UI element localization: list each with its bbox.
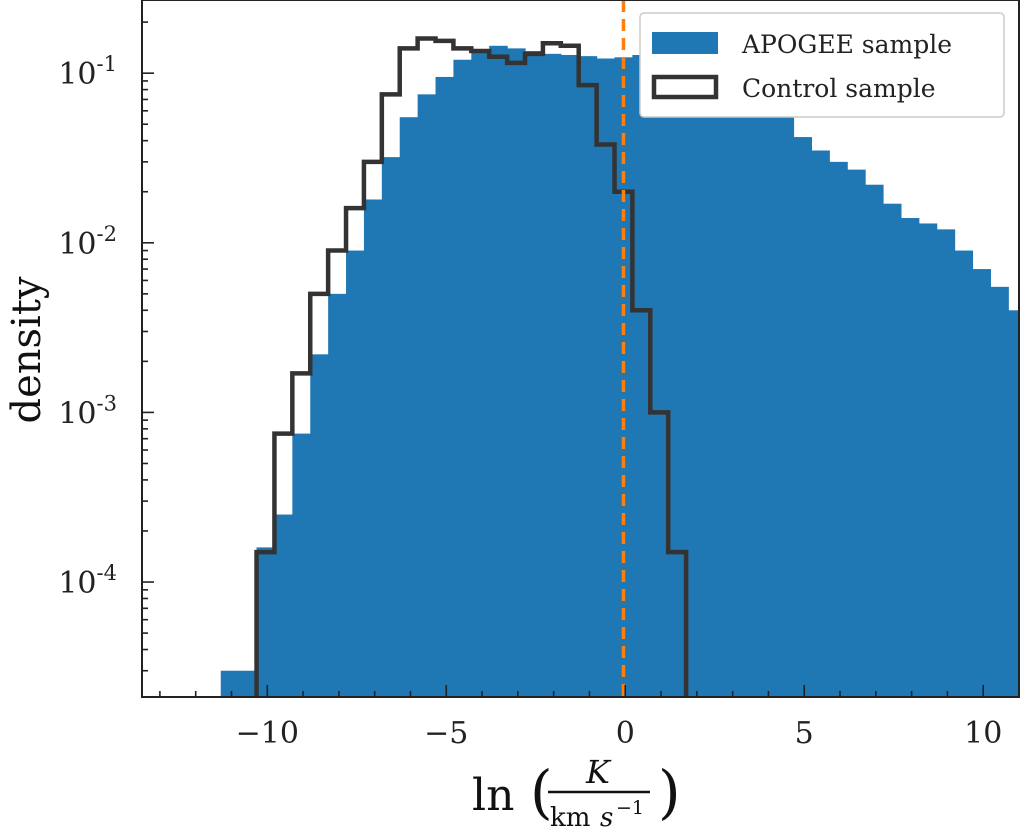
x-tick-label: 0: [616, 716, 635, 751]
apogee-bar: [310, 354, 329, 697]
x-axis-label-right-paren: ): [658, 758, 681, 826]
y-tick-label: 10-3: [58, 391, 117, 431]
apogee-bar: [811, 150, 830, 697]
apogee-bar: [489, 45, 508, 697]
apogee-bar: [882, 203, 902, 697]
apogee-bar: [399, 117, 419, 697]
y-axis-ticks: 10-4 10-3 10-2 10-1: [58, 21, 154, 672]
apogee-bar: [328, 293, 347, 697]
legend-box: [639, 12, 1005, 118]
apogee-bar: [918, 223, 938, 697]
apogee-bar: [220, 670, 240, 697]
apogee-bar: [900, 218, 920, 697]
apogee-bar: [721, 62, 741, 697]
legend-swatch-control: [651, 74, 719, 100]
apogee-bar: [346, 250, 365, 697]
apogee-bar: [596, 58, 616, 697]
apogee-bar: [471, 51, 490, 697]
apogee-bar: [775, 117, 795, 697]
apogee-bar: [238, 670, 258, 697]
x-tick-label: −10: [236, 716, 299, 751]
x-axis-ticks: −10 −5 0 5 10: [159, 685, 1020, 751]
y-tick-label: 10-1: [58, 52, 117, 92]
x-tick-label: 5: [795, 716, 814, 751]
apogee-bars: [220, 45, 1019, 697]
apogee-bar: [686, 51, 705, 697]
apogee-bar: [865, 184, 884, 697]
legend-label-apogee: APOGEE sample: [741, 30, 952, 59]
apogee-bar: [578, 56, 598, 697]
apogee-bar: [256, 547, 276, 697]
y-tick-label: 10-4: [58, 561, 117, 601]
apogee-bar: [793, 137, 812, 697]
apogee-bar: [847, 169, 866, 697]
apogee-bar: [757, 97, 777, 697]
plot-frame: [141, 0, 1020, 698]
apogee-bar: [739, 80, 759, 697]
apogee-bar: [292, 433, 311, 697]
x-axis-label-unit-km: km: [550, 803, 590, 833]
apogee-bar: [972, 269, 991, 697]
x-tick-label: −5: [424, 716, 468, 751]
x-axis-label: ln ( K km s −1 ): [472, 753, 681, 833]
apogee-bar: [542, 53, 562, 697]
apogee-bar: [274, 514, 293, 697]
x-axis-label-numerator: K: [585, 753, 612, 791]
apogee-bar: [507, 48, 526, 697]
apogee-bar: [829, 161, 848, 697]
apogee-bar: [704, 53, 723, 697]
y-axis-label: density: [4, 276, 50, 423]
x-axis-label-unit-s: s: [600, 803, 613, 833]
apogee-bar: [1008, 310, 1019, 697]
x-axis-label-unit-exp: −1: [616, 797, 644, 819]
x-axis-label-left-paren: (: [530, 758, 553, 826]
apogee-bar: [381, 157, 401, 697]
legend: APOGEE sample Control sample: [639, 12, 1005, 118]
control-sample-outline: [254, 36, 689, 697]
apogee-bar: [990, 286, 1009, 697]
x-tick-label: 10: [964, 716, 1002, 751]
apogee-bar: [435, 76, 455, 697]
apogee-bar: [560, 54, 580, 697]
x-axis-label-ln: ln: [472, 770, 514, 821]
apogee-bar: [668, 54, 687, 697]
apogee-bar: [453, 59, 472, 697]
apogee-bar: [525, 51, 544, 697]
apogee-bar: [650, 53, 669, 697]
apogee-bar: [417, 94, 437, 697]
apogee-bar: [614, 57, 634, 697]
y-tick-label: 10-2: [58, 222, 117, 262]
legend-label-control: Control sample: [742, 74, 936, 103]
apogee-bar: [632, 54, 651, 697]
apogee-bar: [954, 250, 974, 697]
apogee-bar: [936, 229, 956, 697]
apogee-bar: [363, 199, 383, 697]
legend-swatch-apogee: [652, 32, 718, 54]
